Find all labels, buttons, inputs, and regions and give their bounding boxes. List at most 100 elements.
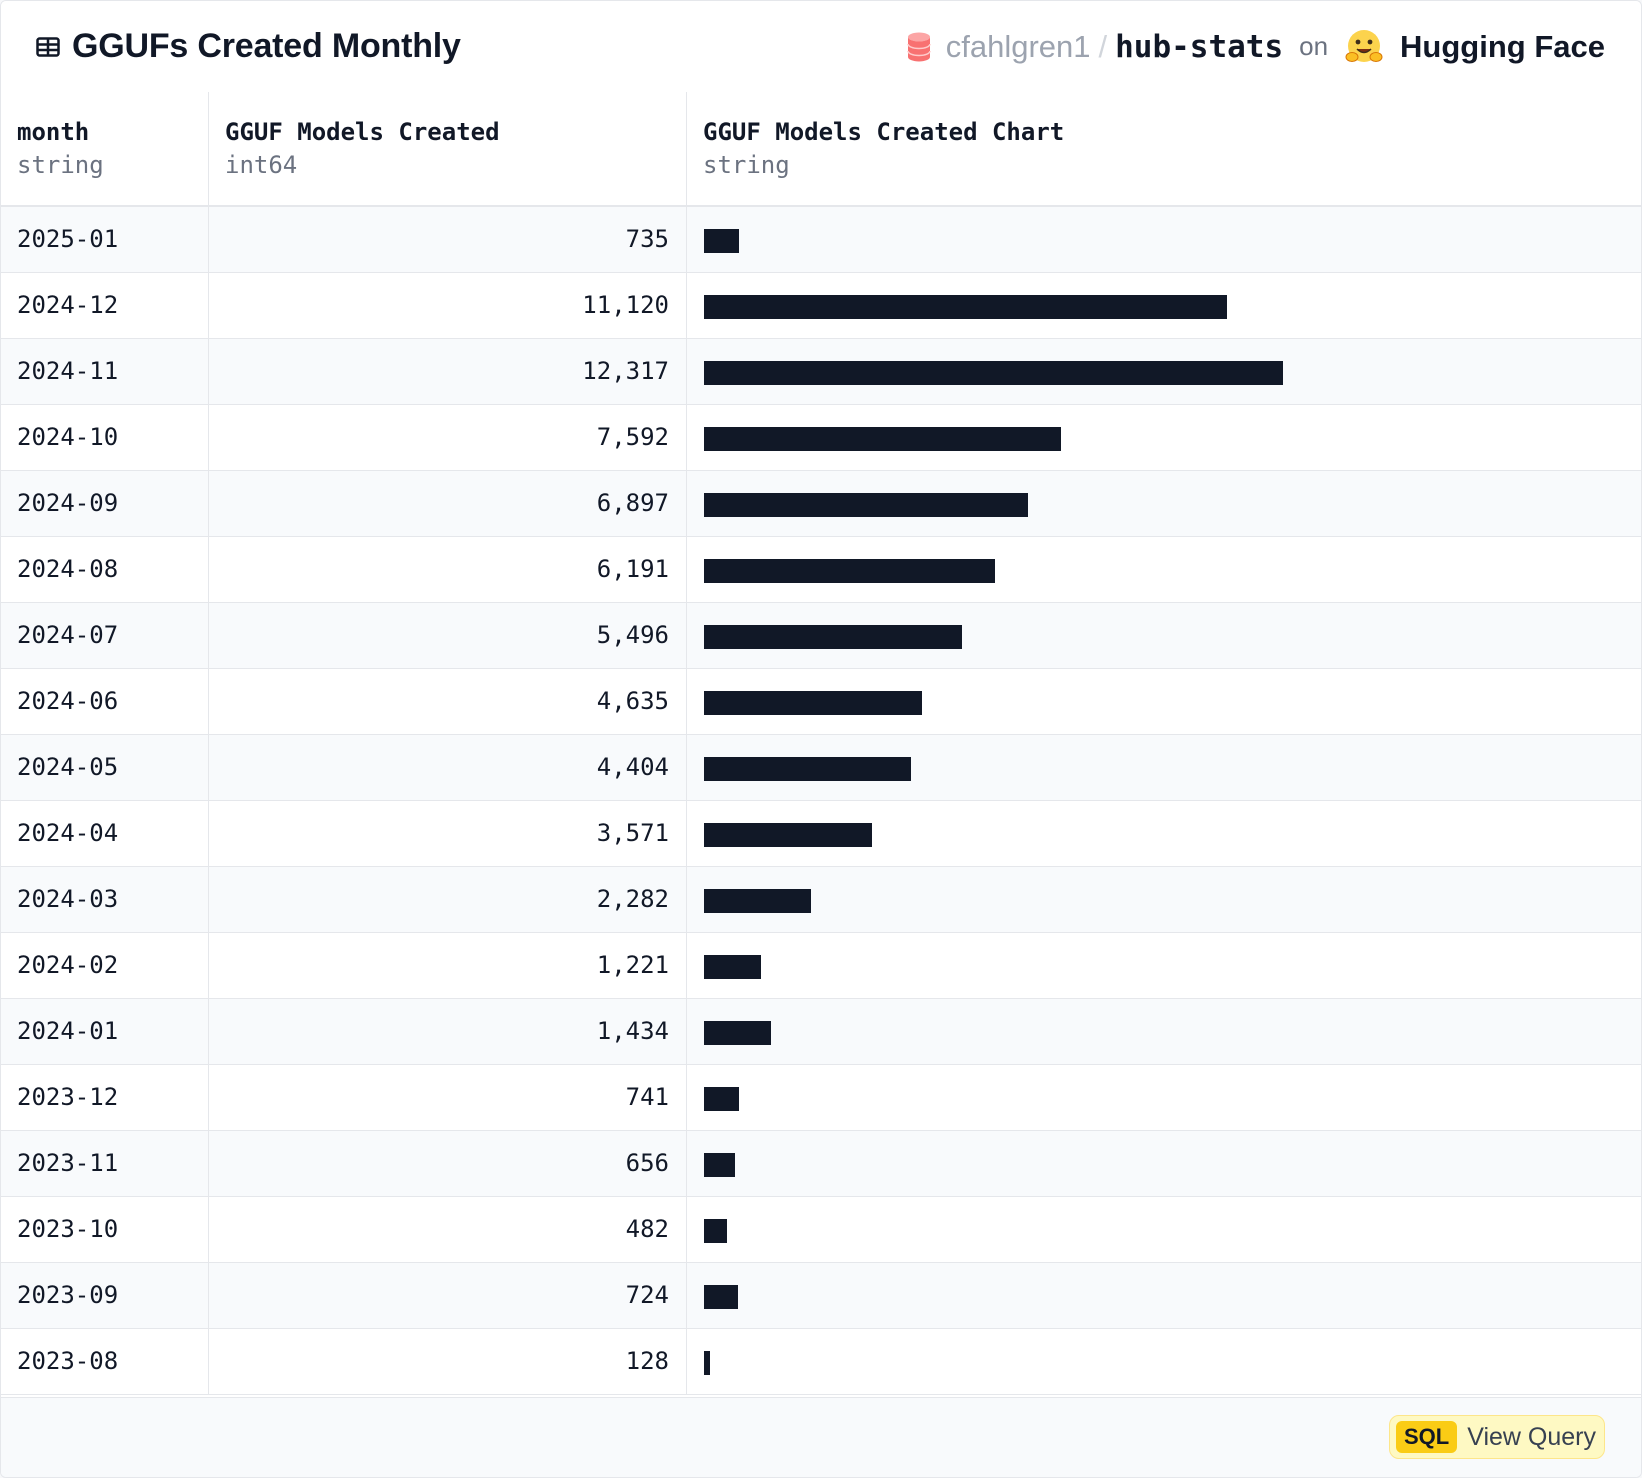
cell-gguf-models-created: 2,282 xyxy=(209,867,687,932)
column-header-gguf-models-created-chart[interactable]: GGUF Models Created Chart string xyxy=(687,92,1641,205)
cell-gguf-models-created: 6,191 xyxy=(209,537,687,602)
table-row[interactable]: 2023-12 741 xyxy=(1,1065,1641,1131)
cell-gguf-models-created: 3,571 xyxy=(209,801,687,866)
chart-bar xyxy=(704,493,1028,517)
card-header: GGUFs Created Monthly cfahlgren1 / hub-s… xyxy=(1,1,1641,93)
column-header-gguf-models-created[interactable]: GGUF Models Created int64 xyxy=(209,92,687,205)
cell-chart xyxy=(687,1131,1641,1196)
chart-bar xyxy=(704,427,1061,451)
cell-gguf-models-created: 6,897 xyxy=(209,471,687,536)
column-header-month[interactable]: month string xyxy=(1,92,209,205)
cell-month: 2024-09 xyxy=(1,471,209,536)
chart-bar xyxy=(704,1087,739,1111)
chart-bar xyxy=(704,295,1227,319)
chart-bar xyxy=(704,1351,710,1375)
cell-gguf-models-created: 1,434 xyxy=(209,999,687,1064)
cell-chart xyxy=(687,999,1641,1064)
cell-gguf-models-created: 4,404 xyxy=(209,735,687,800)
cell-month: 2024-05 xyxy=(1,735,209,800)
column-type: string xyxy=(703,151,790,179)
cell-month: 2024-03 xyxy=(1,867,209,932)
table-icon xyxy=(36,36,60,57)
cell-chart xyxy=(687,1197,1641,1262)
column-type: int64 xyxy=(225,151,298,179)
cell-gguf-models-created: 1,221 xyxy=(209,933,687,998)
cell-month: 2024-06 xyxy=(1,669,209,734)
column-name: GGUF Models Created xyxy=(225,118,500,146)
cell-gguf-models-created: 656 xyxy=(209,1131,687,1196)
table-row[interactable]: 2024-05 4,404 xyxy=(1,735,1641,801)
cell-month: 2024-10 xyxy=(1,405,209,470)
sql-badge: SQL xyxy=(1396,1421,1458,1453)
cell-chart xyxy=(687,603,1641,668)
cell-chart xyxy=(687,735,1641,800)
cell-month: 2023-12 xyxy=(1,1065,209,1130)
table-row[interactable]: 2024-03 2,282 xyxy=(1,867,1641,933)
cell-chart xyxy=(687,471,1641,536)
dataset-owner[interactable]: cfahlgren1 xyxy=(945,28,1091,64)
cell-gguf-models-created: 741 xyxy=(209,1065,687,1130)
cell-month: 2024-11 xyxy=(1,339,209,404)
dataset-name[interactable]: hub-stats xyxy=(1115,28,1284,65)
cell-gguf-models-created: 128 xyxy=(209,1329,687,1394)
cell-gguf-models-created: 7,592 xyxy=(209,405,687,470)
cell-gguf-models-created: 12,317 xyxy=(209,339,687,404)
cell-month: 2024-08 xyxy=(1,537,209,602)
cell-month: 2023-08 xyxy=(1,1329,209,1394)
cell-chart xyxy=(687,669,1641,734)
table-body: 2025-01 735 2024-12 11,120 2024-11 12,317 2024… xyxy=(1,207,1641,1398)
cell-chart xyxy=(687,1329,1641,1394)
table-row[interactable]: 2024-06 4,635 xyxy=(1,669,1641,735)
chart-bar xyxy=(704,757,911,781)
cell-chart xyxy=(687,405,1641,470)
platform-name[interactable]: Hugging Face xyxy=(1400,28,1605,64)
cell-chart xyxy=(687,933,1641,998)
chart-bar xyxy=(704,1153,735,1177)
chart-bar xyxy=(704,1285,738,1309)
card-footer: SQL View Query xyxy=(1,1397,1641,1477)
table-row[interactable]: 2023-10 482 xyxy=(1,1197,1641,1263)
cell-month: 2024-02 xyxy=(1,933,209,998)
cell-chart xyxy=(687,207,1641,272)
database-icon xyxy=(906,32,931,61)
table-row[interactable]: 2024-01 1,434 xyxy=(1,999,1641,1065)
table-row[interactable]: 2024-12 11,120 xyxy=(1,273,1641,339)
table-row[interactable]: 2024-08 6,191 xyxy=(1,537,1641,603)
cell-gguf-models-created: 724 xyxy=(209,1263,687,1328)
table-row[interactable]: 2024-04 3,571 xyxy=(1,801,1641,867)
column-type: string xyxy=(17,151,104,179)
chart-bar xyxy=(704,691,922,715)
hugging-face-emoji-icon xyxy=(1345,29,1383,62)
table-row[interactable]: 2023-11 656 xyxy=(1,1131,1641,1197)
path-separator: / xyxy=(1098,28,1108,64)
table-row[interactable]: 2024-02 1,221 xyxy=(1,933,1641,999)
chart-bar xyxy=(704,229,739,253)
cell-chart xyxy=(687,273,1641,338)
table-header: month string GGUF Models Created int64 G… xyxy=(1,92,1641,207)
table-row[interactable]: 2024-09 6,897 xyxy=(1,471,1641,537)
chart-bar xyxy=(704,559,995,583)
cell-month: 2024-12 xyxy=(1,273,209,338)
dataset-source-link[interactable]: cfahlgren1 / hub-stats on Hugging Face xyxy=(906,27,1605,67)
table-row[interactable]: 2024-07 5,496 xyxy=(1,603,1641,669)
chart-bar xyxy=(704,1021,771,1045)
title-group: GGUFs Created Monthly xyxy=(36,27,461,66)
cell-chart xyxy=(687,801,1641,866)
cell-gguf-models-created: 482 xyxy=(209,1197,687,1262)
table-row[interactable]: 2023-08 128 xyxy=(1,1329,1641,1395)
column-name: GGUF Models Created Chart xyxy=(703,118,1065,146)
on-label: on xyxy=(1299,31,1329,61)
table-row[interactable]: 2025-01 735 xyxy=(1,207,1641,273)
view-query-label: View Query xyxy=(1467,1422,1596,1451)
page-title: GGUFs Created Monthly xyxy=(72,27,461,65)
table-row[interactable]: 2024-10 7,592 xyxy=(1,405,1641,471)
chart-bar xyxy=(704,1219,727,1243)
chart-bar xyxy=(704,625,962,649)
chart-bar xyxy=(704,955,761,979)
view-query-button[interactable]: SQL View Query xyxy=(1389,1415,1605,1459)
cell-chart xyxy=(687,867,1641,932)
table-row[interactable]: 2024-11 12,317 xyxy=(1,339,1641,405)
cell-gguf-models-created: 5,496 xyxy=(209,603,687,668)
table-row[interactable]: 2023-09 724 xyxy=(1,1263,1641,1329)
